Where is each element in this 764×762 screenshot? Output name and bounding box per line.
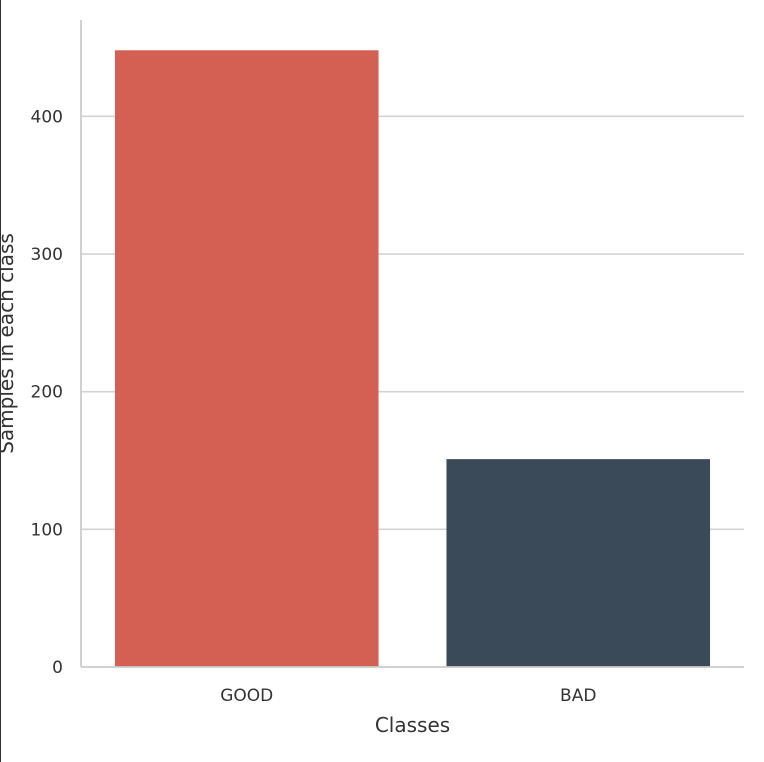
x-tick-labels: GOOD BAD xyxy=(220,686,596,706)
y-tick-label: 400 xyxy=(31,107,63,127)
bar-bad xyxy=(446,459,711,667)
axes xyxy=(80,20,744,668)
y-tick-label: 300 xyxy=(31,245,63,265)
y-tick-label: 100 xyxy=(31,520,63,540)
bar-good xyxy=(114,50,379,668)
x-axis-title: Classes xyxy=(375,713,450,737)
bars xyxy=(114,50,711,668)
x-tick-label: GOOD xyxy=(220,686,273,706)
y-tick-labels: 0 100 200 300 400 xyxy=(31,107,63,678)
y-tick-label: 0 xyxy=(52,658,63,678)
y-axis-title: Samples in each class xyxy=(1,233,18,454)
x-tick-label: BAD xyxy=(560,686,596,706)
y-tick-label: 200 xyxy=(31,383,63,403)
